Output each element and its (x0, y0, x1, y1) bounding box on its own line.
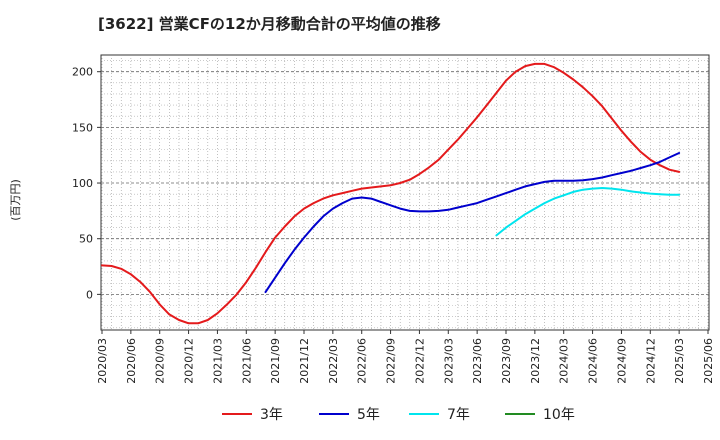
x-tick-label: 2024/06 (587, 338, 600, 384)
x-tick-label: 2021/09 (269, 338, 282, 384)
x-tick-label: 2022/06 (356, 338, 369, 384)
x-tick-label: 2024/03 (558, 338, 571, 384)
x-tick-label: 2023/12 (529, 338, 542, 384)
series-line-7年 (495, 187, 681, 237)
legend-swatch (409, 413, 439, 415)
x-tick-label: 2020/06 (125, 338, 138, 384)
x-tick-label: 2022/03 (327, 338, 340, 384)
x-tick-label: 2020/12 (183, 338, 196, 384)
legend: 3年 5年 7年 10年 (0, 398, 720, 428)
grid-lines (101, 55, 709, 330)
plot-area (100, 54, 710, 331)
x-tick-label: 2020/09 (154, 338, 167, 384)
y-tick-label: 0 (86, 288, 93, 301)
x-tick-label: 2022/09 (385, 338, 398, 384)
x-tick-label: 2021/06 (240, 338, 253, 384)
x-tick-label: 2025/06 (702, 338, 715, 384)
series-line-5年 (264, 152, 681, 294)
x-tick-label: 2023/03 (442, 338, 455, 384)
x-tick-label: 2021/03 (211, 338, 224, 384)
x-tick-label: 2024/12 (644, 338, 657, 384)
y-tick-label: 150 (72, 121, 93, 134)
series-lines (101, 62, 681, 325)
x-tick-label: 2022/12 (413, 338, 426, 384)
x-axis-ticks: 2020/03 2020/06 2020/09 2020/12 2021/03 2021/… (96, 330, 715, 384)
legend-label: 3年 (260, 407, 283, 423)
y-tick-label: 50 (79, 233, 93, 246)
chart-title: [3622] 営業CFの12か月移動合計の平均値の推移 (98, 15, 441, 33)
line-chart: 0 50 100 150 200 2020/03 2020/06 2020/09 2020/1… (72, 54, 715, 384)
legend-swatch (222, 413, 252, 415)
legend-swatch (505, 413, 535, 415)
x-tick-label: 2025/03 (673, 338, 686, 384)
y-axis-ticks: 0 50 100 150 200 (72, 66, 101, 301)
x-tick-label: 2023/06 (471, 338, 484, 384)
legend-label: 10年 (543, 407, 575, 423)
x-tick-label: 2020/03 (96, 338, 109, 384)
legend-swatch (319, 413, 349, 415)
x-tick-label: 2024/09 (615, 338, 628, 384)
y-tick-label: 200 (72, 66, 93, 79)
x-tick-label: 2021/12 (298, 338, 311, 384)
legend-label: 5年 (357, 407, 380, 423)
series-line-3年 (101, 62, 681, 325)
y-tick-label: 100 (72, 177, 93, 190)
legend-label: 7年 (447, 407, 470, 423)
x-tick-label: 2023/09 (500, 338, 513, 384)
